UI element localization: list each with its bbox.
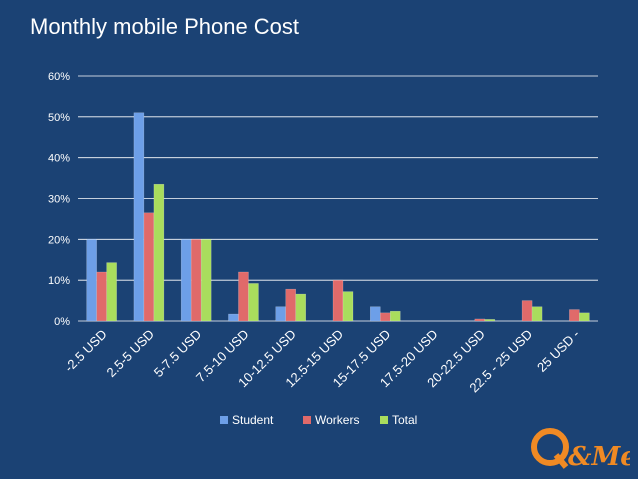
x-tick-label: -2.5 USD (61, 327, 109, 375)
bar-workers (190, 239, 202, 322)
bar-workers (143, 212, 155, 322)
y-tick-label: 10% (48, 275, 70, 287)
bar-student (133, 112, 145, 322)
chart-title: Monthly mobile Phone Cost (30, 14, 300, 39)
bar-workers (521, 300, 533, 322)
bar-workers (380, 312, 391, 322)
bar-total (484, 319, 496, 322)
bar-total (342, 291, 354, 322)
y-tick-label: 0% (54, 316, 70, 328)
bars (86, 112, 590, 322)
bar-total (153, 183, 165, 322)
bar-total (579, 312, 590, 322)
bar-total (200, 239, 212, 322)
y-axis-ticks: 0% 10% 20% 30% 40% 50% 60% (48, 71, 70, 328)
bar-workers (285, 288, 296, 322)
legend-label-workers: Workers (315, 413, 359, 427)
y-tick-label: 40% (48, 153, 70, 165)
y-tick-label: 20% (48, 234, 70, 246)
bar-total (295, 293, 306, 322)
bar-student (228, 313, 239, 322)
logo-text: &Me (568, 442, 630, 472)
y-tick-label: 30% (48, 194, 70, 206)
logo-q-ring-icon (531, 428, 569, 466)
bar-workers (569, 309, 580, 322)
bar-student (86, 239, 97, 322)
bar-workers (332, 279, 344, 322)
bar-total (248, 283, 259, 322)
bar-workers (474, 318, 486, 322)
legend-label-student: Student (232, 413, 274, 427)
legend-swatch-workers (303, 416, 311, 424)
bar-total (390, 310, 401, 322)
bar-student (180, 239, 192, 322)
y-tick-label: 50% (48, 112, 70, 124)
bar-total (531, 306, 543, 322)
x-tick-label: 2.5-5 USD (104, 327, 158, 381)
y-tick-label: 60% (48, 71, 70, 83)
bar-student (275, 306, 286, 322)
legend-swatch-student (220, 416, 228, 424)
bar-workers (96, 271, 107, 322)
legend: Student Workers Total (220, 413, 417, 427)
q-and-me-logo: &Me (531, 428, 630, 472)
bar-workers (238, 271, 249, 322)
legend-label-total: Total (392, 413, 417, 427)
logo-q-tail-icon (553, 453, 569, 469)
bar-total (106, 262, 117, 322)
bar-student (370, 306, 381, 322)
x-tick-label: 25 USD - (534, 327, 582, 375)
legend-swatch-total (380, 416, 388, 424)
